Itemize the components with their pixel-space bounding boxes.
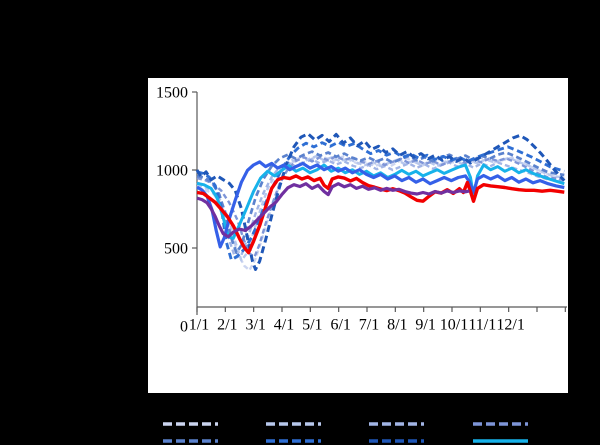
chart-panel: 0 500 1000 1500 1/1 2/1 3/1 4/1 5/1 6/1 7/1 8/1 9/1 1… <box>148 78 568 445</box>
x-tick-label: 4/1 <box>274 317 294 334</box>
y-tick-label: 500 <box>164 241 188 258</box>
series-line-2021 <box>195 132 566 271</box>
legend-item-2019: 2019 <box>163 432 253 445</box>
chart-legend: 2015201620172018201920202021202220232024… <box>148 78 568 445</box>
legend-swatch-2017 <box>369 422 424 426</box>
series-line-2025 <box>196 182 470 239</box>
legend-item-2018: 2018 <box>473 415 563 433</box>
x-tick-label: 1/1 <box>189 317 209 334</box>
legend-swatch-2021 <box>369 439 424 443</box>
legend-item-2022: 2022 <box>473 432 563 445</box>
legend-swatch-2016 <box>266 422 321 426</box>
x-tick-label: 3/1 <box>245 317 265 334</box>
legend-item-2015: 2015 <box>163 415 253 433</box>
x-tick-label: 12/1 <box>496 317 524 334</box>
x-tick-label: 2/1 <box>217 317 237 334</box>
seasonal-line-chart: 0 500 1000 1500 1/1 2/1 3/1 4/1 5/1 6/1 7/1 8/1 9/1 1… <box>156 85 567 336</box>
x-tick-label: 8/1 <box>387 317 407 334</box>
legend-label-2016: 2016 <box>324 415 356 432</box>
x-tick-label: 7/1 <box>359 317 379 334</box>
series-line-2018 <box>196 155 565 259</box>
legend-label-2018: 2018 <box>531 415 563 432</box>
legend-label-2021: 2021 <box>427 432 459 445</box>
series-line-2023 <box>196 160 565 249</box>
legend-swatch-2022 <box>473 439 528 443</box>
legend-item-2017: 2017 <box>369 415 459 433</box>
y-tick-label: 1000 <box>156 163 188 180</box>
legend-label-2019: 2019 <box>221 432 253 445</box>
legend-item-2016: 2016 <box>266 415 356 433</box>
legend-swatch-2015 <box>163 422 218 426</box>
legend-item-2021: 2021 <box>369 432 459 445</box>
y-tick-label: 1500 <box>156 85 188 102</box>
series-line-2020 <box>196 140 565 262</box>
y-tick-label: 0 <box>180 319 188 336</box>
x-tick-label: 10/1 <box>440 317 468 334</box>
legend-label-2015: 2015 <box>221 415 253 432</box>
legend-swatch-2019 <box>163 439 218 443</box>
x-tick-label: 9/1 <box>415 317 435 334</box>
legend-label-2020: 2020 <box>324 432 356 445</box>
legend-label-2017: 2017 <box>427 415 459 432</box>
x-tick-label: 5/1 <box>302 317 322 334</box>
x-tick-label: 11/1 <box>468 317 496 334</box>
x-tick-label: 6/1 <box>330 317 350 334</box>
legend-swatch-2020 <box>266 439 321 443</box>
legend-swatch-2018 <box>473 422 528 426</box>
legend-label-2022: 2022 <box>531 432 563 445</box>
legend-item-2020: 2020 <box>266 432 356 445</box>
